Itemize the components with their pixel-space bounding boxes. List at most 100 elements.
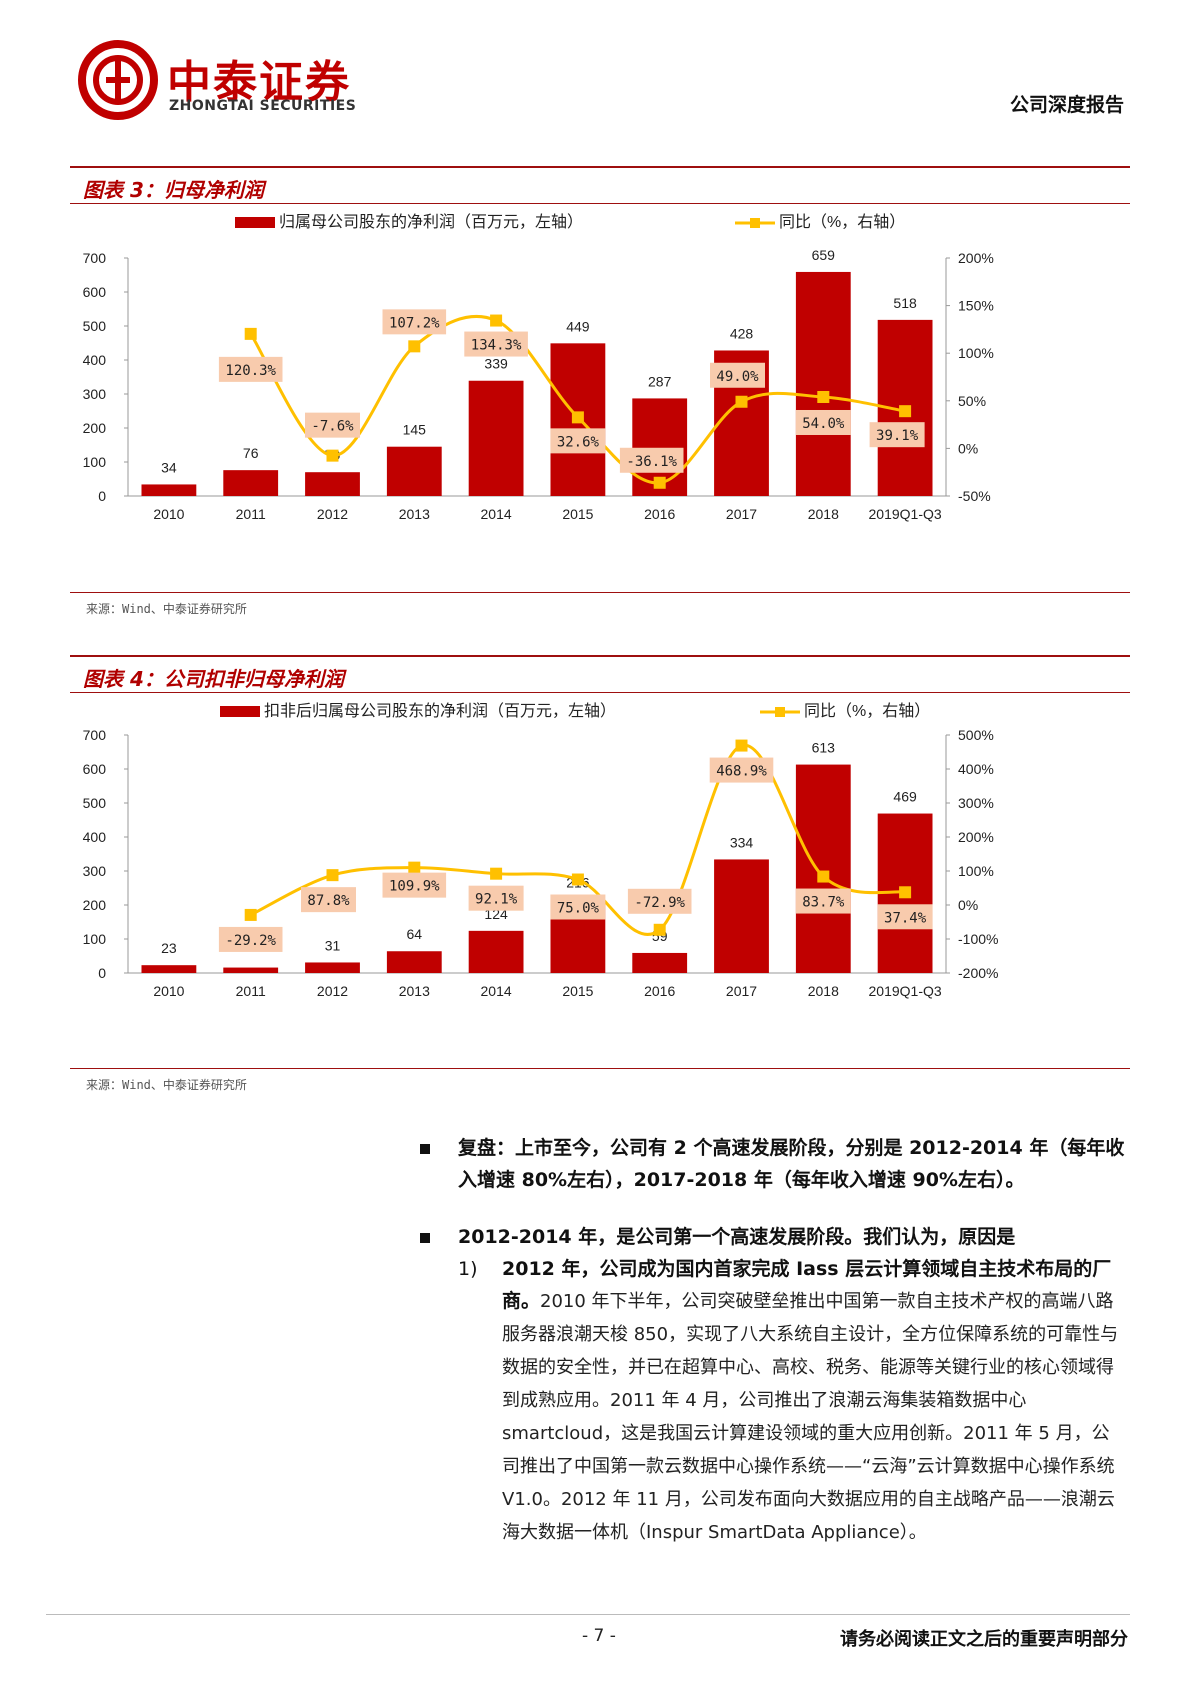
fig4-yoy-label: 468.9%	[716, 764, 767, 780]
fig4-yoy-point	[408, 861, 421, 874]
fig3-yoy-label: 107.2%	[389, 315, 440, 331]
figure3-bottom-rule	[70, 592, 1130, 593]
fig3-x-tick-label: 2014	[481, 506, 512, 522]
fig3-bar	[795, 271, 851, 496]
fig3-y2-tick-label: 150%	[958, 298, 994, 314]
fig3-bar	[468, 380, 524, 496]
fig4-y-tick-label: 500	[83, 795, 107, 811]
fig4-bar	[386, 951, 442, 973]
fig4-x-tick-label: 2011	[236, 983, 266, 999]
fig4-x-tick-label: 2019Q1-Q3	[869, 983, 942, 999]
fig4-yoy-label-bg	[218, 926, 283, 952]
figure4-top-rule	[70, 655, 1130, 657]
fig3-yoy-label-bg	[218, 356, 283, 382]
fig4-bar	[141, 965, 197, 973]
fig3-y-tick-label: 100	[83, 454, 107, 470]
fig3-y-tick-label: 500	[83, 318, 107, 334]
fig4-legend-line-label: 同比（%，右轴）	[804, 702, 930, 720]
fig4-y-tick-label: 0	[98, 965, 106, 981]
fig4-bar-value-label: 31	[325, 937, 341, 953]
fig3-yoy-line	[249, 315, 906, 485]
fig3-bar-value-label: 287	[648, 373, 672, 389]
fig4-yoy-label: 87.8%	[307, 893, 350, 909]
fig4-yoy-label-bg	[468, 885, 524, 911]
fig3-yoy-label-bg	[710, 362, 765, 388]
fig4-yoy-point	[735, 739, 748, 752]
fig3-yoy-label: 134.3%	[471, 338, 522, 354]
fig3-x-tick-label: 2012	[317, 506, 348, 522]
fig3-yoy-point	[735, 395, 748, 408]
fig4-yoy-label-bg	[550, 894, 606, 920]
fig4-bar	[305, 962, 360, 973]
fig3-yoy-point	[490, 314, 503, 327]
page-number: - 7 -	[582, 1626, 616, 1646]
fig4-x-tick-label: 2013	[399, 983, 430, 999]
fig4-x-tick-label: 2014	[481, 983, 512, 999]
fig4-y2-tick-label: 0%	[958, 897, 978, 913]
fig4-y-tick-label: 400	[83, 829, 107, 845]
fig4-bar-value-label: 23	[161, 940, 177, 956]
fig3-yoy-label: 120.3%	[225, 363, 276, 379]
figure3-title-rule	[70, 203, 1130, 204]
fig4-yoy-label-bg	[795, 888, 851, 914]
fig3-yoy-point	[326, 449, 339, 462]
fig3-yoy-point	[653, 476, 666, 489]
fig3-yoy-label: 32.6%	[557, 434, 600, 450]
fig3-y2-tick-label: 200%	[958, 250, 994, 266]
fig3-bar-value-label: 34	[161, 459, 177, 475]
figure3-source: 来源：Wind、中泰证券研究所	[86, 602, 247, 616]
fig4-x-tick-label: 2017	[726, 983, 757, 999]
fig4-bar	[468, 930, 524, 973]
fig4-legend-bar-swatch	[220, 706, 260, 717]
bullet-1	[420, 1144, 430, 1154]
fig3-y2-tick-label: 100%	[958, 345, 994, 361]
fig3-y-tick-label: 0	[98, 488, 106, 504]
list-item-1-lead: 2012 年，公司成为国内首家完成 Iass 层云计算领域自主技术布局的厂商。	[502, 1258, 1112, 1312]
list-item-1: 2012 年，公司成为国内首家完成 Iass 层云计算领域自主技术布局的厂商。2…	[502, 1253, 1126, 1549]
fig4-yoy-point	[899, 886, 912, 899]
fig3-bar-value-label: 659	[812, 247, 836, 263]
fig4-legend-bar-label: 扣非后归属母公司股东的净利润（百万元，左轴）	[264, 702, 616, 720]
fig3-yoy-label-bg	[619, 447, 684, 473]
list-item-1-body: 2010 年下半年，公司突破壁垒推出中国第一款自主技术产权的高端八路服务器浪潮天…	[502, 1291, 1119, 1543]
fig3-y2-tick-label: -50%	[958, 488, 991, 504]
fig4-y2-tick-label: 300%	[958, 795, 994, 811]
fig3-yoy-point	[408, 340, 421, 353]
fig3-bar	[305, 472, 360, 496]
fig4-yoy-line	[250, 743, 906, 936]
fig3-y-tick-label: 200	[83, 420, 107, 436]
fig3-x-tick-label: 2015	[562, 506, 593, 522]
fig3-x-tick-label: 2011	[236, 506, 266, 522]
fig3-yoy-point	[571, 411, 584, 424]
fig4-y2-tick-label: -200%	[958, 965, 998, 981]
fig3-legend-line-label: 同比（%，右轴）	[779, 213, 905, 231]
footer-rule	[46, 1614, 1130, 1615]
fig4-bar	[795, 764, 851, 973]
fig3-legend-bar-swatch	[235, 217, 275, 228]
figure3-top-rule	[70, 166, 1130, 168]
fig3-bar-value-label: 339	[484, 356, 508, 372]
paragraph-1: 复盘：上市至今，公司有 2 个高速发展阶段，分别是 2012-2014 年（每年…	[458, 1132, 1128, 1196]
figure4-title: 图表 4：公司扣非归母净利润	[83, 667, 344, 691]
fig3-legend-line-marker	[750, 218, 760, 228]
fig4-y2-tick-label: 500%	[958, 727, 994, 743]
list-item-1-number: 1)	[458, 1258, 478, 1280]
logo-text-en: ZHONGTAI SECURITIES	[169, 98, 357, 114]
fig4-y-tick-label: 100	[83, 931, 107, 947]
fig3-y2-tick-label: 50%	[958, 393, 986, 409]
fig3-yoy-point	[817, 390, 830, 403]
paragraph-1-text: 复盘：上市至今，公司有 2 个高速发展阶段，分别是 2012-2014 年（每年…	[458, 1137, 1125, 1191]
fig4-yoy-point	[653, 923, 666, 936]
fig3-x-tick-label: 2019Q1-Q3	[869, 506, 942, 522]
fig3-yoy-label-bg	[550, 428, 606, 454]
fig4-yoy-label: 109.9%	[389, 879, 440, 895]
fig4-yoy-point	[244, 908, 257, 921]
fig4-bar	[714, 859, 769, 973]
paragraph-2: 2012-2014 年，是公司第一个高速发展阶段。我们认为，原因是	[458, 1221, 1128, 1253]
fig4-yoy-label: -72.9%	[634, 895, 685, 911]
fig3-yoy-point	[244, 327, 257, 340]
fig3-x-tick-label: 2010	[153, 506, 184, 522]
fig3-yoy-label-bg	[869, 422, 925, 448]
fig3-bar	[386, 446, 442, 496]
fig3-x-tick-label: 2013	[399, 506, 430, 522]
